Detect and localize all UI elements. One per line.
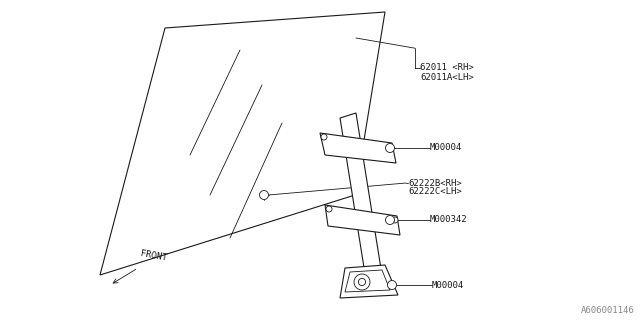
- Text: 62222C<LH>: 62222C<LH>: [408, 188, 461, 196]
- Circle shape: [387, 144, 393, 150]
- Text: 62011A<LH>: 62011A<LH>: [420, 74, 474, 83]
- Text: M00004: M00004: [432, 281, 464, 290]
- Circle shape: [387, 281, 397, 290]
- Text: 62011 <RH>: 62011 <RH>: [420, 63, 474, 73]
- Circle shape: [392, 217, 398, 223]
- Polygon shape: [345, 270, 390, 292]
- Circle shape: [385, 143, 394, 153]
- Polygon shape: [320, 133, 396, 163]
- Polygon shape: [340, 265, 398, 298]
- Circle shape: [326, 206, 332, 212]
- Text: M000342: M000342: [430, 215, 468, 225]
- Circle shape: [259, 190, 269, 199]
- Polygon shape: [325, 205, 400, 235]
- Text: A606001146: A606001146: [581, 306, 635, 315]
- Circle shape: [354, 274, 370, 290]
- Text: FRONT: FRONT: [140, 250, 168, 263]
- Circle shape: [321, 134, 327, 140]
- Circle shape: [358, 278, 365, 285]
- Text: 62222B<RH>: 62222B<RH>: [408, 179, 461, 188]
- Text: M00004: M00004: [430, 143, 462, 153]
- Circle shape: [385, 215, 394, 225]
- Polygon shape: [340, 113, 382, 280]
